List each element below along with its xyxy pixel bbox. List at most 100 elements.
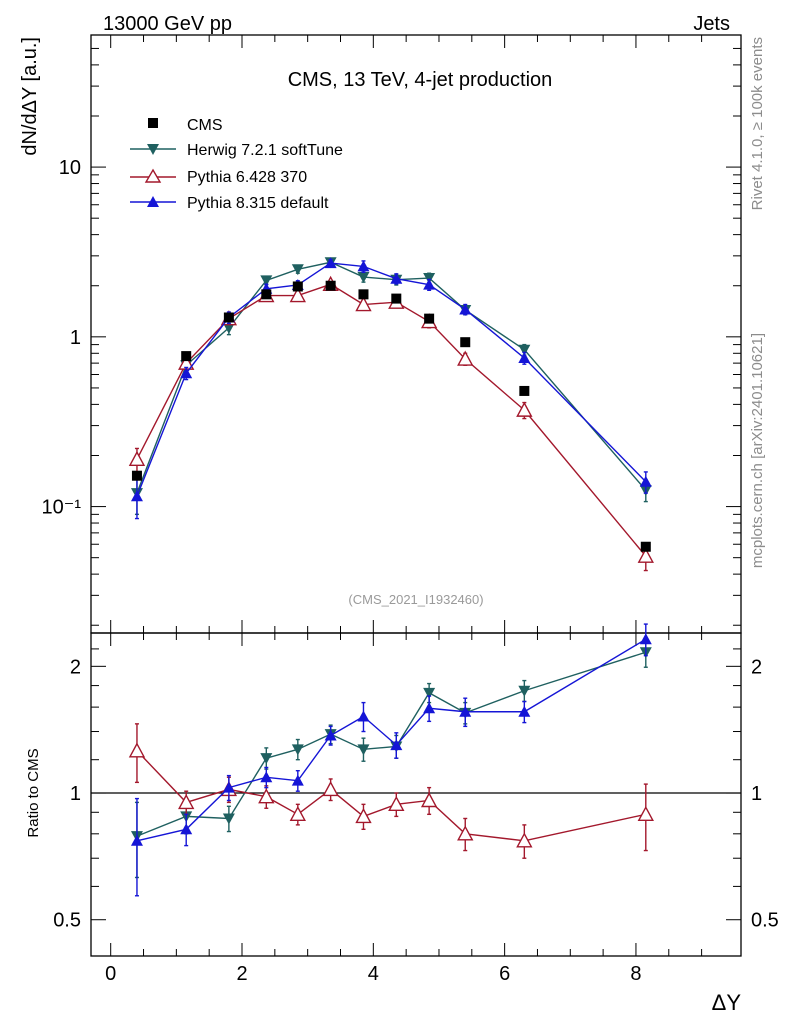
ratio-panel-frame — [90, 632, 742, 957]
point-pythia8 — [130, 490, 143, 502]
ratio-point-pythia8 — [130, 834, 143, 846]
data-point-cms — [460, 337, 471, 348]
rivet-note: Rivet 4.1.0, ≥ 100k events — [749, 37, 766, 210]
point-pythia6 — [516, 401, 533, 417]
data-point-cms — [223, 312, 234, 323]
point-pythia8 — [357, 260, 370, 272]
point-pythia6 — [637, 547, 654, 563]
point-pythia8 — [324, 257, 337, 269]
data-point-cms — [261, 289, 272, 300]
point-pythia6 — [355, 296, 372, 312]
ratio-point-pythia6 — [128, 742, 146, 758]
chart-title: CMS, 13 TeV, 4-jet production — [288, 69, 553, 91]
legend-marker-herwig — [147, 144, 159, 155]
ratio-point-pythia8 — [390, 739, 403, 751]
ratio-line-pythia6 — [136, 750, 646, 842]
legend-label-pythia6: Pythia 6.428 370 — [187, 169, 307, 186]
ratio-point-pythia8 — [180, 823, 193, 835]
ratio-tick-label-right: 0.5 — [751, 910, 779, 932]
mcplots-note: mcplots.cern.ch [arXiv:2401.10621] — [749, 333, 766, 568]
legend-marker-pythia6 — [144, 168, 162, 183]
y-tick-label: 10⁻¹ — [42, 497, 82, 519]
point-pythia8 — [390, 272, 403, 284]
ratio-tick-label: 0.5 — [53, 910, 81, 932]
ratio-point-pythia6 — [457, 825, 474, 841]
ratio-tick-label-right: 2 — [751, 656, 762, 678]
point-herwig — [357, 272, 370, 284]
point-herwig — [423, 273, 436, 285]
ratio-point-pythia8 — [260, 771, 273, 783]
ratio-point-pythia6 — [516, 832, 533, 848]
point-pythia8 — [423, 278, 436, 290]
header-right: Jets — [693, 13, 730, 35]
legend-marker-pythia8 — [147, 196, 159, 207]
legend: CMS Herwig 7.2.1 softTune Pythia 6.428 3… — [130, 117, 343, 212]
data-point-cms — [325, 280, 336, 291]
ratio-tick-label-right: 1 — [751, 783, 762, 805]
analysis-tag: (CMS_2021_I1932460) — [348, 592, 483, 607]
ratio-point-pythia6 — [420, 792, 438, 808]
ratio-point-herwig — [423, 687, 436, 699]
ratio-point-pythia6 — [289, 805, 306, 822]
ratio-point-pythia8 — [222, 781, 235, 793]
x-tick-label: 4 — [368, 963, 379, 985]
point-pythia8 — [518, 352, 531, 364]
point-herwig — [260, 275, 273, 287]
ratio-point-pythia6 — [322, 780, 339, 797]
point-herwig — [222, 322, 235, 334]
ratio-point-herwig — [357, 744, 370, 756]
series-line-herwig — [136, 261, 647, 494]
ratio-point-pythia8 — [357, 710, 370, 722]
ratio-point-pythia6 — [637, 805, 654, 822]
point-pythia6 — [457, 350, 474, 366]
data-point-cms — [131, 470, 142, 481]
ratio-point-pythia8 — [423, 702, 436, 714]
y-tick-label: 10 — [59, 157, 81, 179]
series-layer — [128, 257, 654, 897]
x-axis-label: ΔY — [712, 990, 742, 1015]
legend-label-cms: CMS — [187, 117, 223, 134]
data-point-cms — [358, 289, 369, 300]
series-line-pythia6 — [136, 283, 647, 557]
x-tick-label: 6 — [499, 963, 510, 985]
ratio-point-herwig — [260, 753, 273, 765]
ratio-point-pythia6 — [178, 793, 195, 810]
ratio-point-pythia6 — [355, 807, 372, 824]
point-herwig — [291, 264, 304, 276]
ratio-point-pythia6 — [388, 795, 405, 812]
data-point-cms — [640, 541, 651, 552]
series-line-pythia8 — [136, 262, 647, 497]
ratio-line-pythia8 — [136, 638, 647, 842]
data-point-cms — [391, 293, 402, 304]
ratio-line-herwig — [136, 651, 647, 837]
x-tick-label: 0 — [105, 963, 116, 985]
point-pythia8 — [459, 303, 472, 315]
y-axis-label: dN/dΔY [a.u.] — [19, 37, 41, 156]
point-pythia8 — [639, 475, 652, 487]
legend-marker-cms — [148, 118, 158, 128]
ratio-point-pythia6 — [258, 788, 275, 804]
x-tick-label: 2 — [236, 963, 247, 985]
ratio-tick-label: 1 — [70, 783, 81, 805]
data-point-cms — [519, 385, 530, 396]
point-herwig — [518, 344, 531, 356]
ratio-point-pythia8 — [291, 774, 304, 786]
ratio-point-pythia8 — [639, 633, 652, 645]
ratio-point-herwig — [222, 813, 235, 825]
ratio-axis-label: Ratio to CMS — [25, 748, 42, 837]
x-tick-label: 8 — [630, 963, 641, 985]
axes-layer: 0 2 4 6 8 10⁻¹ 1 10 0.5 0.5 1 1 2 2 — [42, 34, 779, 985]
ratio-point-pythia8 — [518, 705, 531, 717]
data-point-cms — [181, 351, 192, 362]
point-pythia6 — [128, 450, 146, 466]
ratio-tick-label: 2 — [70, 656, 81, 678]
point-pythia8 — [180, 367, 193, 379]
data-point-cms — [292, 281, 303, 292]
y-tick-label: 1 — [70, 327, 81, 349]
legend-label-herwig: Herwig 7.2.1 softTune — [187, 142, 343, 159]
header-left: 13000 GeV pp — [103, 13, 232, 35]
ratio-point-pythia8 — [459, 705, 472, 717]
legend-label-pythia8: Pythia 8.315 default — [187, 195, 329, 212]
ratio-point-herwig — [291, 744, 304, 756]
